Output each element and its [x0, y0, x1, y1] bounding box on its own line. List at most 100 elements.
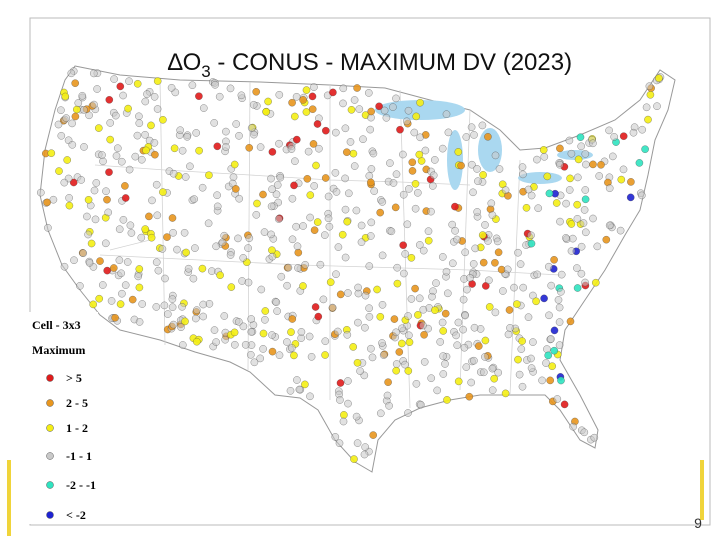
site-marker — [579, 219, 588, 227]
site-marker — [487, 199, 496, 208]
site-marker — [118, 289, 126, 298]
site-marker — [292, 222, 300, 231]
site-marker — [367, 218, 376, 227]
site-marker — [74, 99, 83, 107]
site-marker — [341, 205, 350, 214]
site-marker — [329, 88, 337, 97]
site-marker — [336, 379, 345, 387]
site-marker — [459, 325, 467, 334]
site-marker — [79, 249, 88, 258]
site-marker — [404, 367, 413, 375]
site-marker — [267, 174, 275, 183]
site-marker — [339, 84, 348, 93]
site-marker — [226, 84, 235, 93]
site-marker — [392, 328, 400, 337]
site-marker — [283, 281, 291, 290]
site-marker — [469, 188, 477, 197]
site-marker — [467, 123, 476, 132]
site-marker — [419, 321, 427, 330]
site-marker — [494, 248, 503, 257]
site-marker — [183, 132, 192, 141]
site-marker — [438, 144, 447, 153]
site-marker — [518, 163, 527, 171]
site-marker — [399, 241, 408, 250]
site-marker — [391, 203, 400, 212]
site-marker — [268, 148, 277, 156]
site-marker — [517, 345, 526, 353]
site-marker — [360, 450, 369, 459]
site-marker — [268, 331, 276, 339]
site-marker — [173, 245, 181, 254]
site-marker — [408, 158, 417, 167]
site-marker — [581, 195, 590, 204]
site-marker — [473, 208, 482, 216]
site-marker — [485, 303, 494, 311]
site-marker — [378, 198, 387, 206]
site-marker — [644, 115, 652, 124]
site-marker — [390, 315, 399, 323]
site-marker — [527, 231, 535, 240]
site-marker — [638, 125, 647, 134]
site-marker — [319, 295, 328, 304]
site-marker — [69, 178, 78, 187]
legend-label: > 5 — [66, 371, 82, 385]
site-marker — [404, 409, 412, 417]
site-marker — [299, 222, 307, 230]
site-marker — [547, 335, 555, 343]
site-marker — [451, 202, 459, 211]
site-marker — [414, 311, 422, 319]
site-marker — [577, 269, 586, 278]
site-marker — [412, 379, 421, 388]
site-marker — [326, 278, 335, 287]
site-marker — [518, 337, 526, 345]
site-marker — [261, 307, 270, 315]
site-marker — [90, 100, 98, 109]
site-marker — [532, 297, 540, 306]
site-marker — [210, 119, 219, 127]
site-marker — [284, 263, 293, 272]
site-marker — [515, 370, 524, 379]
site-marker — [347, 105, 356, 114]
site-marker — [457, 161, 465, 170]
site-marker — [181, 317, 189, 326]
site-marker — [94, 124, 103, 132]
site-marker — [152, 180, 161, 189]
site-marker — [439, 352, 447, 360]
site-marker — [256, 354, 265, 363]
site-marker — [61, 92, 70, 101]
site-marker — [616, 226, 625, 235]
site-marker — [96, 257, 104, 265]
site-marker — [238, 277, 246, 285]
site-marker — [276, 173, 285, 182]
site-marker — [195, 146, 203, 155]
site-marker — [420, 330, 428, 339]
site-marker — [392, 360, 401, 368]
site-marker — [550, 346, 559, 355]
site-marker — [161, 274, 169, 283]
us-outline — [39, 65, 676, 473]
title: ∆O3 - CONUS - MAXIMUM DV (2023) — [168, 49, 572, 81]
site-marker — [581, 228, 590, 237]
site-marker — [107, 297, 116, 305]
site-marker — [597, 160, 605, 169]
site-marker — [453, 235, 461, 244]
site-marker — [467, 378, 476, 387]
site-marker — [453, 341, 462, 350]
site-marker — [461, 248, 470, 257]
site-marker — [383, 391, 392, 400]
site-marker — [111, 111, 120, 120]
site-marker — [355, 105, 364, 113]
site-marker — [627, 178, 635, 186]
site-marker — [273, 181, 282, 189]
site-marker — [547, 281, 556, 290]
site-marker — [204, 219, 213, 228]
site-marker — [190, 195, 199, 203]
site-marker — [402, 117, 411, 126]
monitor-sites — [36, 67, 665, 463]
site-marker — [416, 400, 425, 409]
site-marker — [325, 222, 334, 231]
site-marker — [479, 368, 488, 377]
site-marker — [151, 150, 159, 159]
site-marker — [67, 69, 76, 78]
site-marker — [432, 279, 440, 287]
